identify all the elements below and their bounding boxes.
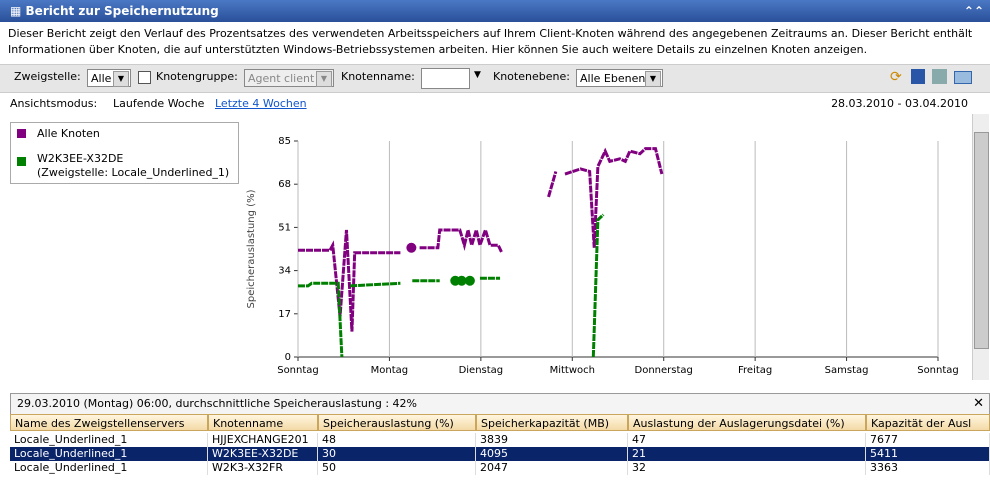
description: Dieser Bericht zeigt den Verlauf des Pro… bbox=[8, 27, 973, 56]
node-dropdown[interactable]: ▼ bbox=[474, 70, 481, 80]
table: Name des Zweigstellenservers Knotenname Sp… bbox=[10, 414, 990, 476]
title-bar: ▦ Bericht zur Speichernutzung ⌃⌃ bbox=[0, 0, 990, 22]
scrollbar[interactable] bbox=[972, 114, 989, 380]
cell[interactable]: Locale_Underlined_1 bbox=[10, 447, 208, 461]
toolbar: Zweigstelle: Alle Knotengruppe: Agent cl… bbox=[0, 64, 990, 93]
view-link[interactable]: Letzte 4 Wochen bbox=[215, 97, 307, 110]
point bbox=[406, 242, 417, 253]
save-icon[interactable] bbox=[911, 69, 925, 84]
y-tick-label: 68 bbox=[278, 179, 291, 190]
y-tick-label: 0 bbox=[285, 352, 291, 363]
legend-swatch bbox=[17, 129, 26, 138]
cell[interactable]: 5411 bbox=[866, 447, 990, 461]
point bbox=[456, 275, 467, 286]
cell[interactable]: 21 bbox=[628, 447, 866, 461]
node-label: Knotenname: bbox=[341, 70, 415, 83]
column-header: Auslastung der Auslagerungsdatei (%) bbox=[628, 414, 866, 431]
x-tick-label: Montag bbox=[371, 365, 408, 376]
legend-swatch bbox=[17, 157, 26, 166]
cell[interactable]: 30 bbox=[318, 447, 476, 461]
cell[interactable]: W2K3-X32FR bbox=[208, 461, 318, 475]
cell[interactable]: W2K3EE-X32DE bbox=[208, 447, 318, 461]
y-tick-label: 85 bbox=[278, 136, 291, 147]
group-label: Knotengruppe: bbox=[156, 70, 238, 83]
legend-branch: (Zweigstelle: Locale_Underlined_1) bbox=[37, 166, 230, 179]
level-label: Knotenebene: bbox=[493, 70, 570, 83]
legend: Alle Knoten W2K3EE-X32DE (Zweigstelle: L… bbox=[10, 122, 239, 184]
x-tick-label: Donnerstag bbox=[635, 365, 693, 376]
chart: Speicherauslastung (%) 0 17 34 51 68 85 Sonnta… bbox=[246, 136, 959, 376]
column-header: Kapazität der Ausl bbox=[866, 414, 990, 431]
y-tick-label: 51 bbox=[278, 222, 291, 233]
print-icon[interactable] bbox=[932, 69, 947, 84]
cell[interactable]: 3839 bbox=[476, 433, 628, 447]
cell[interactable]: 48 bbox=[318, 433, 476, 447]
date-range: 28.03.2010 - 03.04.2010 bbox=[831, 97, 968, 110]
series-line bbox=[298, 147, 664, 332]
x-tick-label: Samstag bbox=[825, 365, 869, 376]
y-tick-label: 17 bbox=[278, 309, 291, 320]
x-tick-label: Freitag bbox=[738, 365, 772, 376]
group-select[interactable]: Agent client bbox=[244, 69, 334, 87]
group-checkbox[interactable] bbox=[138, 71, 151, 84]
column-header: Speicherkapazität (MB) bbox=[476, 414, 628, 431]
x-tick-label: Sonntag bbox=[277, 365, 319, 376]
x-tick-label: Mittwoch bbox=[550, 365, 595, 376]
view-current: Laufende Woche bbox=[113, 97, 205, 110]
point bbox=[464, 275, 475, 286]
cell[interactable]: 50 bbox=[318, 461, 476, 475]
title: Bericht zur Speichernutzung bbox=[25, 4, 219, 18]
y-axis-label: Speicherauslastung (%) bbox=[246, 189, 257, 308]
column-header: Name des Zweigstellenservers bbox=[10, 414, 208, 431]
refresh-icon[interactable]: ⟳ bbox=[890, 69, 902, 85]
y-tick-label: 34 bbox=[278, 266, 291, 277]
level-select[interactable]: Alle Ebenen bbox=[576, 69, 663, 87]
x-tick-label: Sonntag bbox=[917, 365, 959, 376]
cell[interactable]: 3363 bbox=[866, 461, 990, 475]
cell[interactable]: HJJEXCHANGE201 bbox=[208, 433, 318, 447]
column-header: Speicherauslastung (%) bbox=[318, 414, 476, 431]
collapse-button[interactable]: ⌃⌃ bbox=[963, 4, 984, 18]
view-label: Ansichtsmodus: bbox=[10, 97, 98, 110]
cell[interactable]: 32 bbox=[628, 461, 866, 475]
cell[interactable]: 7677 bbox=[866, 433, 990, 447]
info-bar: 29.03.2010 (Montag) 06:00, durchschnittl… bbox=[10, 393, 990, 415]
mail-icon[interactable] bbox=[954, 71, 972, 84]
cell[interactable]: 4095 bbox=[476, 447, 628, 461]
info-text: 29.03.2010 (Montag) 06:00, durchschnittl… bbox=[17, 397, 417, 410]
branch-label: Zweigstelle: bbox=[14, 70, 81, 83]
x-tick-label: Dienstag bbox=[459, 365, 504, 376]
column-header: Knotenname bbox=[208, 414, 318, 431]
node-input[interactable] bbox=[421, 68, 470, 89]
cell[interactable]: 47 bbox=[628, 433, 866, 447]
cell[interactable]: Locale_Underlined_1 bbox=[10, 461, 208, 475]
cell[interactable]: Locale_Underlined_1 bbox=[10, 433, 208, 447]
close-button[interactable]: ✕ bbox=[973, 396, 984, 411]
legend-entry: W2K3EE-X32DE bbox=[37, 152, 124, 165]
cell[interactable]: 2047 bbox=[476, 461, 628, 475]
legend-entry: Alle Knoten bbox=[37, 127, 100, 140]
branch-select[interactable]: Alle bbox=[87, 69, 131, 87]
series-line bbox=[298, 213, 605, 358]
